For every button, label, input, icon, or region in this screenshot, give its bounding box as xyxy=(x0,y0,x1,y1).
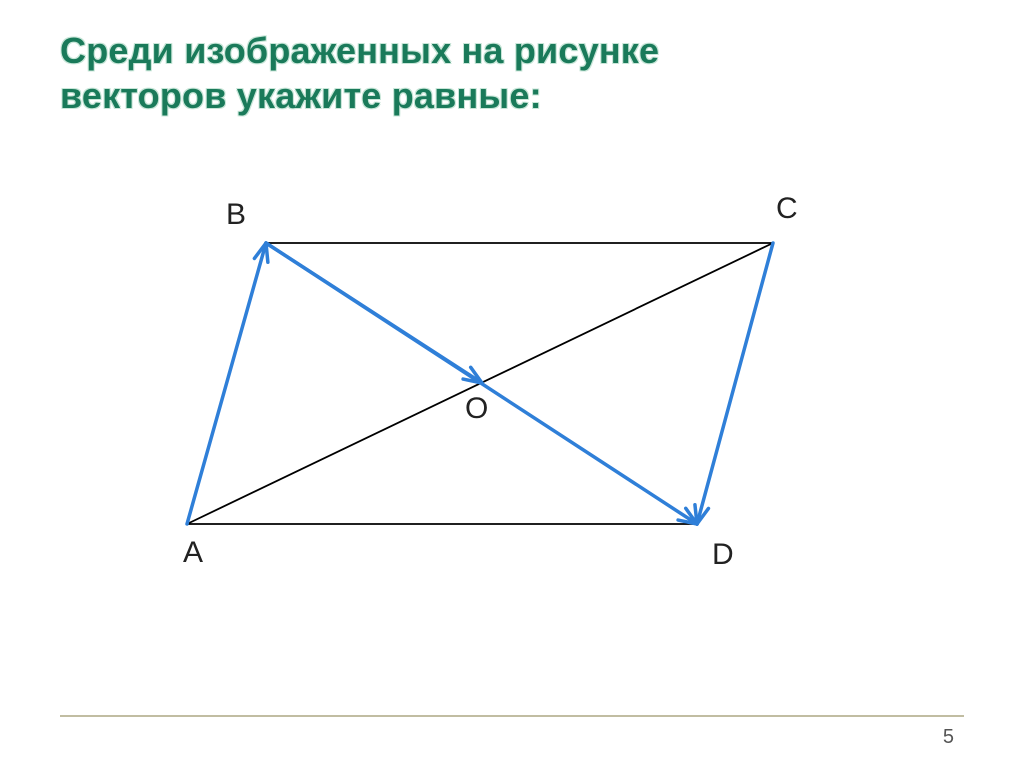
vertex-label-a: A xyxy=(183,536,203,570)
vertex-label-o: O xyxy=(465,392,488,426)
vector-diagram: A B C D O xyxy=(0,0,1024,767)
vertex-label-c: C xyxy=(776,192,798,226)
diagram-svg xyxy=(0,0,1024,767)
page-number: 5 xyxy=(943,726,954,749)
vertex-label-b: B xyxy=(226,198,246,232)
vertex-label-d: D xyxy=(712,538,734,572)
footer-divider xyxy=(60,715,964,717)
